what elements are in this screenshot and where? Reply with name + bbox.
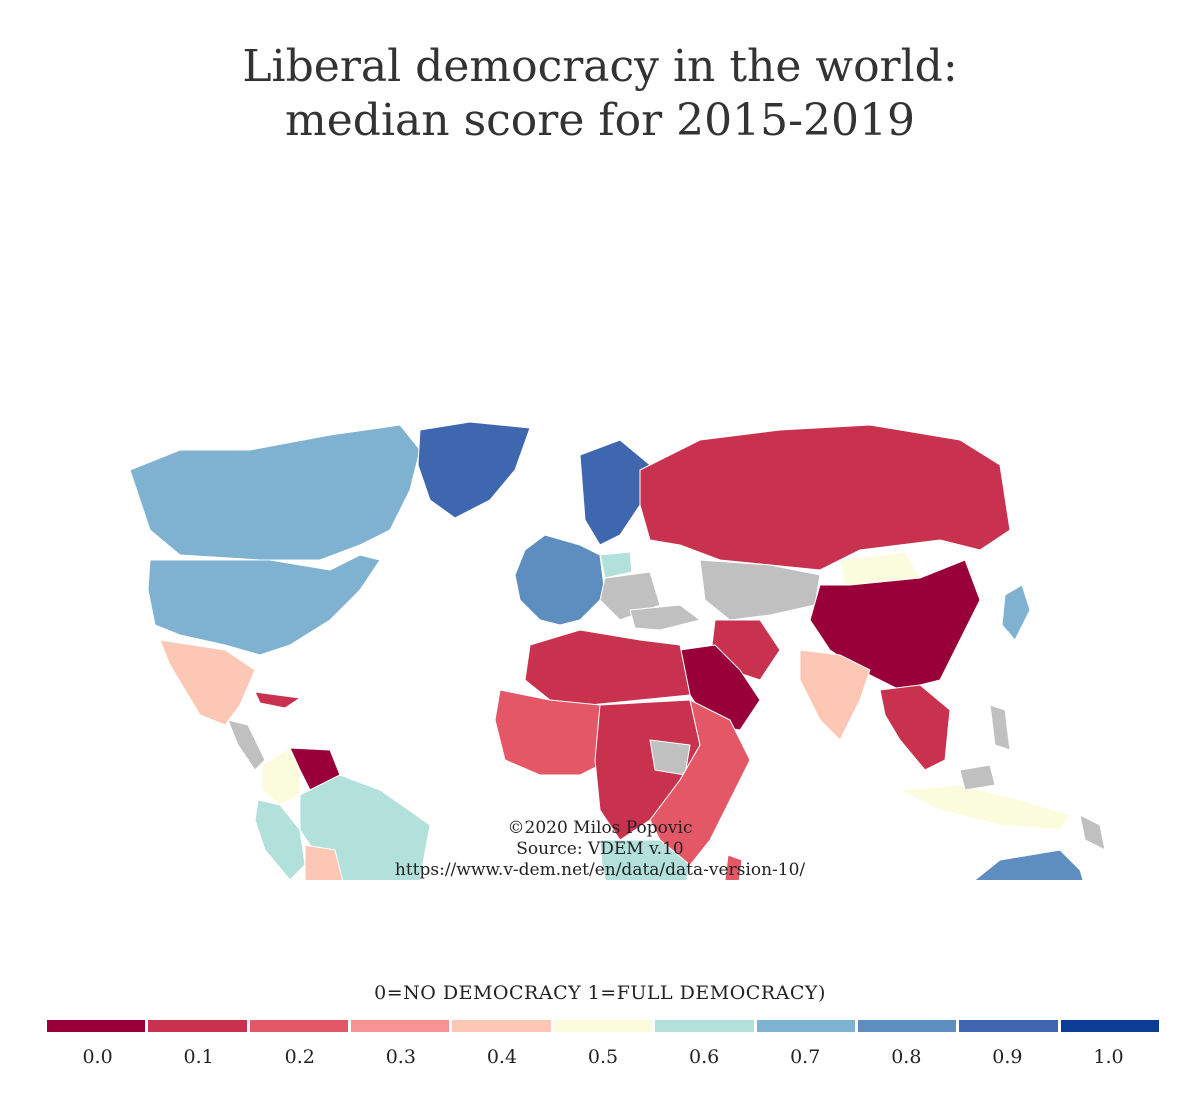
- legend-swatch-7: [756, 1020, 855, 1032]
- legend-label-3: 0.3: [385, 1046, 416, 1068]
- legend-swatch-8: [857, 1020, 957, 1032]
- legend-label-5: 0.5: [587, 1046, 619, 1068]
- region-central-asia: [699, 559, 821, 621]
- legend-swatch-4: [452, 1020, 551, 1032]
- legend-swatch-0: [47, 1020, 146, 1032]
- region-russia: [639, 424, 1011, 571]
- region-central-america: [227, 719, 266, 771]
- legend-label-6: 0.6: [689, 1046, 720, 1068]
- region-papua-new-guinea: [1079, 814, 1106, 851]
- credits-url: https://www.v-dem.net/en/data/data-versi…: [394, 860, 806, 880]
- legend-swatch-3: [351, 1020, 450, 1032]
- legend-title: 0=NO DEMOCRACY 1=FULL DEMOCRACY): [374, 982, 826, 1004]
- region-scandinavia: [579, 439, 651, 546]
- region-north-africa: [524, 629, 691, 706]
- legend-label-1: 0.1: [183, 1046, 214, 1068]
- region-south-sudan: [649, 739, 691, 776]
- region-mexico: [159, 639, 256, 726]
- region-madagascar: [724, 854, 743, 880]
- legend-swatch-9: [959, 1020, 1058, 1032]
- map-title: Liberal democracy in the world: median s…: [0, 40, 1200, 148]
- region-western-europe: [514, 534, 606, 626]
- region-united-states: [147, 554, 381, 656]
- region-southern-africa: [599, 839, 691, 880]
- region-japan: [1001, 584, 1031, 641]
- legend-swatch-10: [1060, 1020, 1159, 1032]
- legend-label-0: 0.0: [82, 1046, 113, 1068]
- title-line-1: Liberal democracy in the world:: [242, 41, 958, 92]
- region-philippines: [989, 704, 1011, 751]
- region-canada: [129, 424, 421, 561]
- credits-author: ©2020 Milos Popovic: [507, 818, 693, 838]
- region-indonesia: [899, 784, 1071, 831]
- region-cuba: [254, 691, 301, 709]
- legend-label-10: 1.0: [1093, 1046, 1124, 1068]
- region-peru: [254, 799, 306, 880]
- legend-label-2: 0.2: [284, 1046, 315, 1068]
- region-india: [799, 649, 871, 741]
- world-choropleth-map: [129, 421, 1106, 880]
- region-poland: [599, 551, 633, 579]
- region-southeast-asia: [879, 684, 951, 771]
- legend-label-9: 0.9: [992, 1046, 1023, 1068]
- legend-swatch-5: [553, 1020, 653, 1032]
- legend-swatch-6: [655, 1020, 754, 1032]
- legend-label-8: 0.8: [891, 1046, 922, 1068]
- region-greenland: [417, 421, 531, 519]
- credits-source: Source: VDEM v.10: [516, 839, 684, 859]
- legend-label-7: 0.7: [790, 1046, 821, 1068]
- region-australia: [974, 849, 1084, 880]
- legend-labels: 0.0 0.1 0.2 0.3 0.4 0.5 0.6 0.7 0.8 0.9 1.0: [47, 1046, 1159, 1068]
- legend-label-4: 0.4: [486, 1046, 518, 1068]
- legend-swatch-2: [249, 1020, 349, 1032]
- map-credits: ©2020 Milos Popovic Source: VDEM v.10 ht…: [300, 818, 900, 881]
- region-bolivia: [304, 844, 344, 880]
- legend-color-scale: [47, 1020, 1159, 1032]
- region-west-africa: [494, 689, 611, 776]
- region-china: [809, 559, 981, 691]
- region-malaysia: [959, 764, 996, 791]
- title-line-2: median score for 2015-2019: [285, 95, 915, 146]
- legend-swatch-1: [148, 1020, 247, 1032]
- region-turkey: [629, 604, 701, 631]
